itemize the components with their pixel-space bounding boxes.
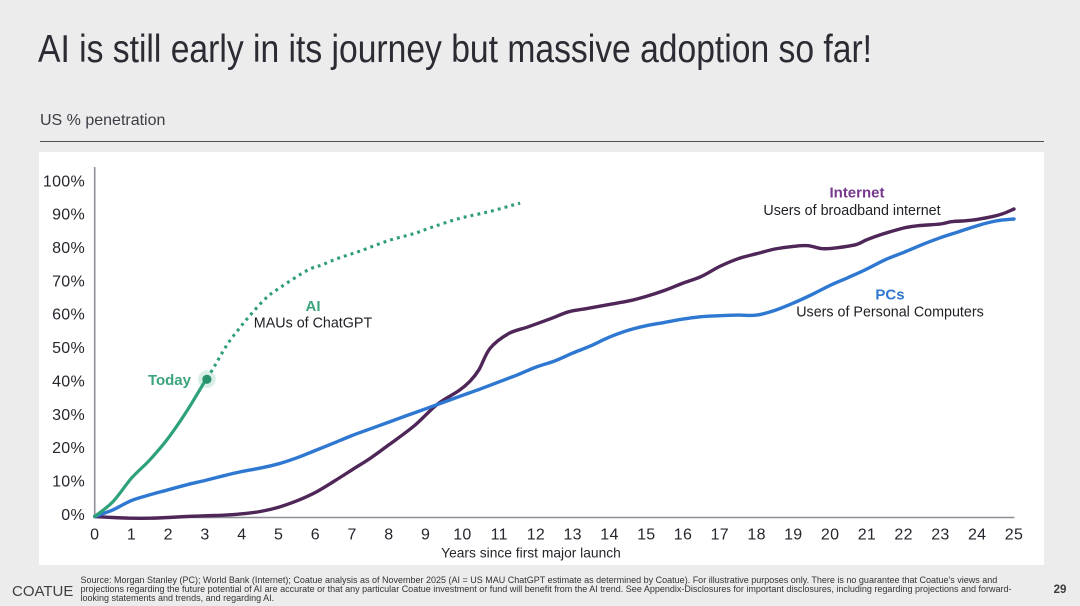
svg-text:Today: Today <box>148 372 192 389</box>
svg-text:8: 8 <box>384 527 393 544</box>
svg-text:30%: 30% <box>52 407 85 424</box>
svg-text:21: 21 <box>858 527 876 544</box>
svg-text:0: 0 <box>90 527 99 544</box>
svg-text:3: 3 <box>200 527 209 544</box>
svg-text:60%: 60% <box>52 307 85 324</box>
svg-text:15: 15 <box>637 527 655 544</box>
svg-text:50%: 50% <box>52 340 85 357</box>
svg-text:6: 6 <box>311 527 320 544</box>
svg-text:70%: 70% <box>52 273 85 290</box>
svg-text:16: 16 <box>674 527 692 544</box>
svg-text:7: 7 <box>347 527 356 544</box>
svg-text:9: 9 <box>421 527 430 544</box>
svg-text:40%: 40% <box>52 373 85 390</box>
svg-text:18: 18 <box>747 527 765 544</box>
svg-text:0%: 0% <box>61 507 85 524</box>
svg-text:1: 1 <box>127 527 136 544</box>
svg-text:4: 4 <box>237 527 246 544</box>
svg-text:Internet: Internet <box>829 185 884 202</box>
svg-text:100%: 100% <box>43 173 85 190</box>
svg-text:10%: 10% <box>52 473 85 490</box>
svg-text:12: 12 <box>527 527 545 544</box>
svg-text:25: 25 <box>1005 527 1023 544</box>
svg-text:Users of broadband internet: Users of broadband internet <box>763 203 940 219</box>
svg-text:22: 22 <box>894 527 912 544</box>
svg-text:Years since first major launch: Years since first major launch <box>441 545 621 560</box>
svg-text:80%: 80% <box>52 240 85 257</box>
svg-text:20: 20 <box>821 527 839 544</box>
svg-text:10: 10 <box>453 527 471 544</box>
svg-text:20%: 20% <box>52 440 85 457</box>
svg-text:Users of Personal Computers: Users of Personal Computers <box>796 305 984 321</box>
svg-text:13: 13 <box>563 527 581 544</box>
svg-text:90%: 90% <box>52 207 85 224</box>
svg-text:PCs: PCs <box>875 287 904 304</box>
svg-text:11: 11 <box>491 527 508 544</box>
svg-text:17: 17 <box>711 527 729 544</box>
svg-text:23: 23 <box>931 527 949 544</box>
svg-text:19: 19 <box>784 527 802 544</box>
svg-text:2: 2 <box>164 527 173 544</box>
svg-text:14: 14 <box>600 527 618 544</box>
svg-text:MAUs of ChatGPT: MAUs of ChatGPT <box>254 316 373 332</box>
svg-text:5: 5 <box>274 527 283 544</box>
svg-text:AI: AI <box>306 298 321 315</box>
svg-text:24: 24 <box>968 527 986 544</box>
